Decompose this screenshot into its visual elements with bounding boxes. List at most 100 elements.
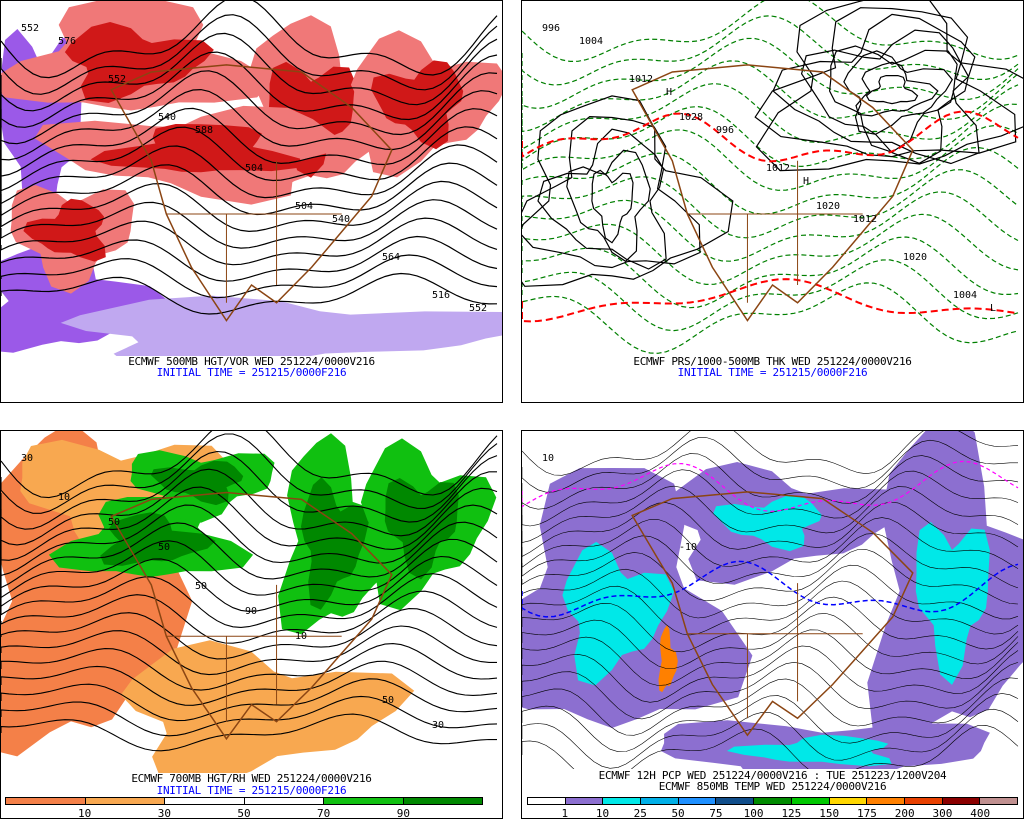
- temperature-contour: [522, 549, 1019, 605]
- contour-label: 504: [245, 163, 263, 174]
- colorbar-swatch: [6, 798, 86, 804]
- colorbar-swatch: [829, 798, 868, 804]
- moderate-precip-area: [713, 495, 822, 552]
- contour-label: 516: [432, 290, 450, 301]
- height-contour: [1, 235, 498, 282]
- height-contour: [1, 272, 498, 315]
- contour-label: 996: [542, 23, 560, 34]
- heavy-precip-area: [658, 625, 678, 693]
- panel-caption-2: ECMWF 850MB TEMP WED 251224/0000V216: [658, 780, 887, 793]
- initial-time: INITIAL TIME = 251215/0000F216: [677, 366, 868, 379]
- continent-outline: [110, 64, 393, 322]
- height-contour: [1, 199, 498, 249]
- height-contour: [1, 162, 498, 216]
- contour-label: 50: [158, 542, 170, 553]
- colorbar-label: 150: [819, 807, 840, 820]
- thickness-contour: [522, 213, 1019, 286]
- height-contour: [1, 573, 498, 628]
- dry-area: [120, 640, 415, 773]
- contour-label: 50: [382, 695, 394, 706]
- vorticity-max-area: [90, 124, 301, 173]
- colorbar-label: 125: [781, 807, 802, 820]
- temperature-contour: [522, 469, 1019, 527]
- colorbar-swatch: [165, 798, 245, 804]
- isobar: [855, 61, 939, 117]
- colorbar-swatch: [942, 798, 981, 804]
- contour-label: 30: [432, 720, 444, 731]
- contour-label: 552: [469, 303, 487, 314]
- contour-label: 1020: [903, 252, 927, 263]
- cold-isotherm: [522, 460, 1019, 513]
- contour-label: 1028: [679, 112, 703, 123]
- colorbar-swatch: [754, 798, 792, 804]
- colorbar-label: 200: [894, 807, 915, 820]
- colorbar-label: 70: [317, 807, 331, 820]
- temperature-contour: [522, 517, 1019, 569]
- colorbar-label: 90: [396, 807, 410, 820]
- precip-colorbar: [527, 797, 1018, 805]
- height-contour: [1, 51, 498, 128]
- temperature-contour: [522, 453, 1019, 510]
- panel-700mb-height-rh: 30 50 10 30 50 90 50 10 50 ECMWF 700MB HGT/RH WE…: [0, 430, 503, 820]
- temperature-contour: [522, 724, 1019, 769]
- thickness-contour: [522, 282, 1019, 354]
- temperature-contour: [522, 533, 1019, 589]
- isobar: [591, 169, 634, 244]
- contour-label: 564: [382, 252, 400, 263]
- thickness-contour: [522, 60, 1019, 133]
- height-contour: [1, 431, 498, 499]
- colorbar-label: 10: [78, 807, 92, 820]
- moderate-precip-area: [915, 522, 990, 685]
- panel-500mb-height-vorticity: 552 540 504 516 552 504 564 576 588 540 552 ECMWF …: [0, 0, 503, 403]
- height-contour: [1, 217, 498, 266]
- height-contour: [1, 713, 498, 752]
- colorbar-swatch: [565, 798, 604, 804]
- contour-label: 50: [108, 517, 120, 528]
- contour-label: 1020: [816, 201, 840, 212]
- thickness-contour: [522, 103, 1019, 168]
- height-contour: [1, 433, 498, 514]
- temperature-contour: [522, 580, 1019, 636]
- colorbar-label: 300: [932, 807, 953, 820]
- height-contour: [1, 504, 498, 576]
- isobar: [800, 29, 970, 164]
- map-precipitation: 10 -10: [522, 431, 1023, 769]
- temperature-contour: [522, 708, 1019, 769]
- contour-label: -10: [679, 542, 697, 553]
- isobar: [537, 128, 667, 270]
- height-contour: [1, 625, 497, 676]
- colorbar-swatch: [603, 798, 642, 804]
- map-700mb-rh: 30 50 10 30 50 90 50 10 50: [1, 431, 502, 773]
- temperature-contour: [522, 596, 1019, 653]
- contour-label: 552: [21, 23, 39, 34]
- contour-label: H: [666, 87, 672, 98]
- height-contour: [1, 608, 498, 660]
- temperature-contour: [522, 485, 1019, 543]
- height-contour: [1, 555, 498, 612]
- panel-caption: ECMWF 500MB HGT/VOR WED 251224/0000V216: [128, 355, 375, 368]
- colorbar-label: 10: [595, 807, 610, 820]
- colorbar-label: 1: [561, 807, 569, 820]
- colorbar-label: 50: [237, 807, 251, 820]
- colorbar-swatch: [716, 798, 755, 804]
- freezing-thickness-line: [522, 278, 1019, 323]
- colorbar-label: 400: [970, 807, 991, 820]
- contour-label: 540: [158, 112, 176, 123]
- temperature-contour: [522, 431, 1019, 476]
- panel-pressure-thickness: 996 1028 1020 1004 1012 1012 1020 1004 996 1012 L H…: [521, 0, 1024, 403]
- map-background: [522, 1, 1023, 356]
- contour-label: H: [803, 176, 809, 187]
- continent-outline: [110, 491, 393, 741]
- map-pressure-thickness: 996 1028 1020 1004 1012 1012 1020 1004 996 1012 L H…: [522, 1, 1023, 356]
- height-contour: [1, 521, 498, 589]
- vorticity-negative-area: [60, 295, 502, 356]
- isobar: [566, 149, 651, 263]
- thickness-contour: [522, 37, 1019, 110]
- colorbar-swatch: [85, 798, 165, 804]
- contour-label: 50: [195, 581, 207, 592]
- contour-label: 576: [58, 36, 76, 47]
- colorbar-swatch: [678, 798, 717, 804]
- colorbar-swatch: [791, 798, 830, 804]
- contour-label: 30: [21, 453, 33, 464]
- contour-label: 588: [195, 125, 213, 136]
